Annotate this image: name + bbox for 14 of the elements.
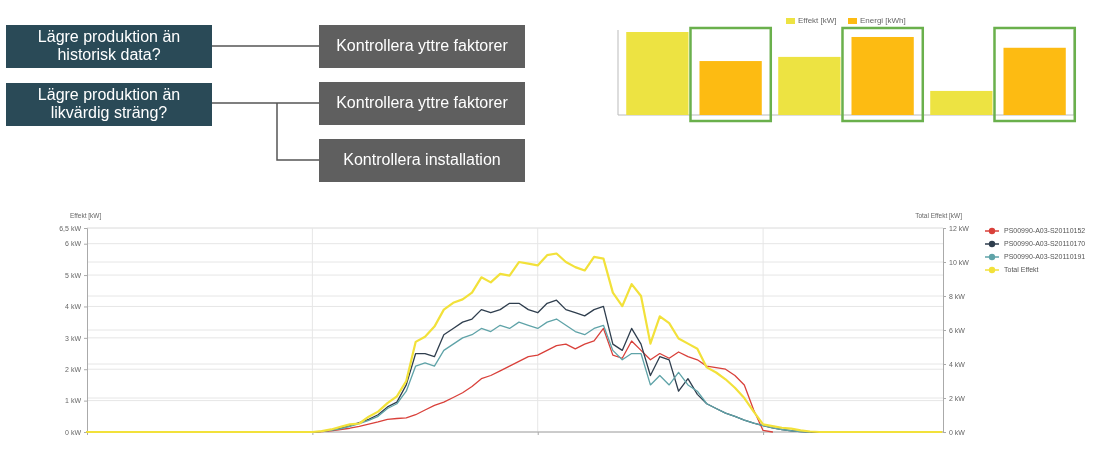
text: Lägre produktion än historisk data? [37,28,181,64]
text: Kontrollera yttre faktorer [336,94,509,112]
bar [851,36,914,115]
text: Kontrollera yttre faktorer [336,37,509,55]
text: Lägre produktion än likvärdig sträng? [37,86,181,122]
legend-label: Energi [kWh] [860,16,906,26]
legend-label: Effekt [kW] [798,16,837,26]
bar [626,32,689,115]
line-series [85,252,943,434]
text: Kontrollera installation [343,151,501,169]
bar [930,90,993,115]
bar [778,56,841,115]
bar [699,61,762,115]
bar [1003,47,1066,115]
